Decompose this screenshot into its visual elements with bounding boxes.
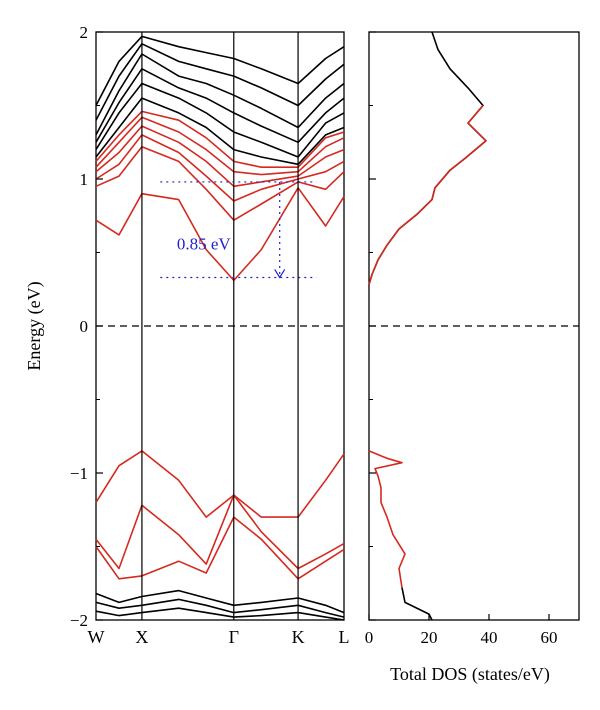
band-line-16 — [95, 598, 345, 618]
dos-xtick-label-3: 60 — [541, 628, 558, 647]
dos-xtick-label-1: 20 — [421, 628, 438, 647]
band-line-11 — [95, 35, 345, 106]
gap-label: 0.85 eV — [177, 235, 232, 254]
band-line-12 — [95, 450, 345, 518]
band-line-5 — [95, 110, 345, 168]
dos-x-ticks: 0 20 40 60 — [365, 614, 558, 647]
band-line-9 — [95, 53, 345, 136]
kpoint-label-0: W — [88, 627, 105, 647]
kpoint-label-2: Γ — [229, 627, 239, 647]
band-line-15 — [95, 589, 345, 614]
dos-line-3 — [401, 587, 433, 621]
dos-plot-frame — [368, 31, 580, 621]
band-ytick-label-3: −1 — [70, 464, 88, 483]
band-line-2 — [95, 134, 345, 202]
band-ytick-label-4: −2 — [70, 611, 88, 630]
band-line-1 — [95, 145, 345, 221]
kpoint-label-3: K — [292, 627, 305, 647]
dos-lines — [368, 31, 487, 621]
band-ytick-label-1: 1 — [80, 170, 89, 189]
band-line-7 — [95, 82, 345, 158]
dos-line-1 — [368, 104, 487, 286]
band-line-17 — [95, 607, 345, 621]
kpoint-label-1: X — [135, 627, 148, 647]
gap-arrow-head — [274, 269, 286, 279]
band-line-10 — [95, 42, 345, 121]
band-line-14 — [95, 516, 345, 580]
band-lines — [95, 35, 345, 621]
gap-annotation: 0.85 eV — [160, 181, 317, 279]
band-ytick-label-2: 0 — [80, 317, 89, 336]
band-line-3 — [95, 125, 345, 188]
dos-line-2 — [368, 450, 406, 588]
band-y-axis-label: Energy (eV) — [24, 281, 45, 370]
dos-x-axis-label: Total DOS (states/eV) — [390, 664, 550, 685]
dos-xtick-label-2: 40 — [481, 628, 498, 647]
band-line-8 — [95, 68, 345, 144]
band-line-0 — [95, 187, 345, 282]
band-line-13 — [95, 494, 345, 570]
dos-xtick-label-0: 0 — [365, 628, 374, 647]
band-line-6 — [95, 97, 345, 166]
dos-y-ticks — [369, 31, 376, 621]
kpoint-label-4: L — [339, 627, 350, 647]
band-line-4 — [95, 116, 345, 176]
band-y-ticks: 2 1 0 −1 −2 — [70, 23, 103, 630]
band-ytick-label-0: 2 — [80, 23, 89, 42]
